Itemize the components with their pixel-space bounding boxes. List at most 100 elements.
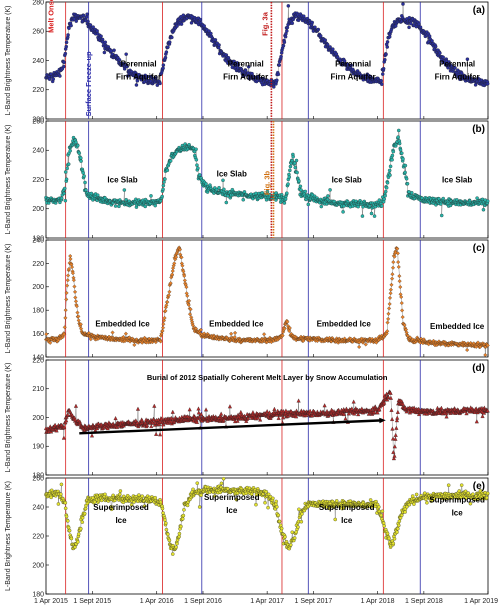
data-point <box>79 156 83 160</box>
data-point <box>113 204 118 208</box>
data-point <box>380 509 385 513</box>
data-point <box>288 543 293 547</box>
facies-label: Embedded Ice <box>430 322 485 331</box>
y-axis-label: L-Band Brightness Temperature (K) <box>5 363 12 473</box>
y-axis-label: L-Band Brightness Temperature (K) <box>5 244 12 354</box>
data-point <box>143 204 147 209</box>
data-point <box>62 64 66 69</box>
data-point <box>197 505 202 509</box>
data-point <box>56 502 61 506</box>
data-point <box>198 17 203 22</box>
data-point <box>299 519 304 524</box>
data-point <box>122 188 127 192</box>
data-point <box>182 508 186 512</box>
data-point <box>288 164 293 169</box>
data-point <box>316 27 321 32</box>
facies-label: Ice <box>115 516 127 525</box>
data-point <box>275 505 279 509</box>
y-tick-label: 240 <box>32 504 44 511</box>
y-tick-label: 260 <box>32 29 44 36</box>
data-point <box>283 535 287 539</box>
data-point <box>217 43 221 47</box>
facies-label: Firn Aquifer <box>223 73 268 82</box>
data-point <box>145 74 150 79</box>
data-point <box>175 541 179 546</box>
data-point <box>161 187 165 192</box>
y-tick-label: 220 <box>32 177 44 184</box>
data-point <box>158 81 162 86</box>
data-point <box>219 481 224 486</box>
data-point <box>209 31 213 36</box>
data-point <box>368 498 373 502</box>
y-tick-label: 220 <box>32 261 44 268</box>
data-point <box>379 78 383 83</box>
data-point <box>195 163 199 167</box>
data-point <box>171 552 175 556</box>
data-point <box>297 179 301 183</box>
data-point <box>285 191 289 195</box>
data-point <box>475 196 479 200</box>
data-point <box>196 166 200 170</box>
facies-label: Ice <box>452 509 464 518</box>
data-point <box>76 540 80 544</box>
panel-title: Burial of 2012 Spatially Coherent Melt L… <box>147 373 388 382</box>
data-point <box>64 40 69 45</box>
data-point <box>174 545 178 549</box>
data-point <box>134 83 139 87</box>
data-point <box>388 164 393 169</box>
data-point <box>58 74 62 78</box>
facies-label: Ice <box>226 506 238 515</box>
data-point <box>401 2 405 6</box>
data-point <box>287 175 291 179</box>
data-point <box>272 85 276 89</box>
data-point <box>281 43 286 48</box>
data-point <box>66 33 70 37</box>
data-point <box>167 40 172 44</box>
facies-label: Superimposed <box>93 503 149 512</box>
data-point <box>118 492 122 497</box>
data-point <box>438 51 442 55</box>
data-point <box>181 513 186 518</box>
data-point <box>160 194 164 199</box>
data-point <box>76 532 81 536</box>
data-point <box>382 197 386 201</box>
data-point <box>282 201 287 205</box>
data-point <box>485 199 490 203</box>
y-tick-label: 200 <box>32 206 44 213</box>
y-tick-label: 220 <box>32 533 44 540</box>
data-point <box>194 158 199 162</box>
data-point <box>446 483 451 487</box>
data-point <box>63 51 68 56</box>
x-tick-label: 1 Sept 2017 <box>295 598 333 605</box>
x-tick-label: 1 Apr 2015 <box>34 598 68 605</box>
y-tick-label: 260 <box>32 118 44 125</box>
facies-label: Embedded Ice <box>95 320 150 329</box>
data-point <box>457 489 462 493</box>
x-tick-label: 1 Sept 2015 <box>73 598 111 605</box>
data-point <box>166 532 170 537</box>
panel-letter: (e) <box>473 481 485 492</box>
facies-label: Embedded Ice <box>317 320 372 329</box>
data-point <box>286 182 290 186</box>
data-point <box>65 166 69 171</box>
data-point <box>180 517 185 521</box>
data-point <box>195 481 200 485</box>
data-point <box>177 531 182 536</box>
y-tick-label: 220 <box>32 357 44 364</box>
freeze-up-label: Surface Freeze-up <box>84 51 93 116</box>
data-point <box>221 178 225 183</box>
data-point <box>380 82 384 87</box>
y-tick-label: 240 <box>32 237 44 244</box>
data-point <box>79 527 83 531</box>
data-point <box>166 45 170 49</box>
y-tick-label: 190 <box>32 444 44 451</box>
data-point <box>293 165 298 170</box>
data-point <box>441 55 445 60</box>
data-point <box>381 66 386 71</box>
x-tick-label: 1 Sept 2016 <box>184 598 222 605</box>
data-point <box>294 158 299 163</box>
facies-label: Superimposed <box>319 503 375 512</box>
data-point <box>405 181 410 186</box>
